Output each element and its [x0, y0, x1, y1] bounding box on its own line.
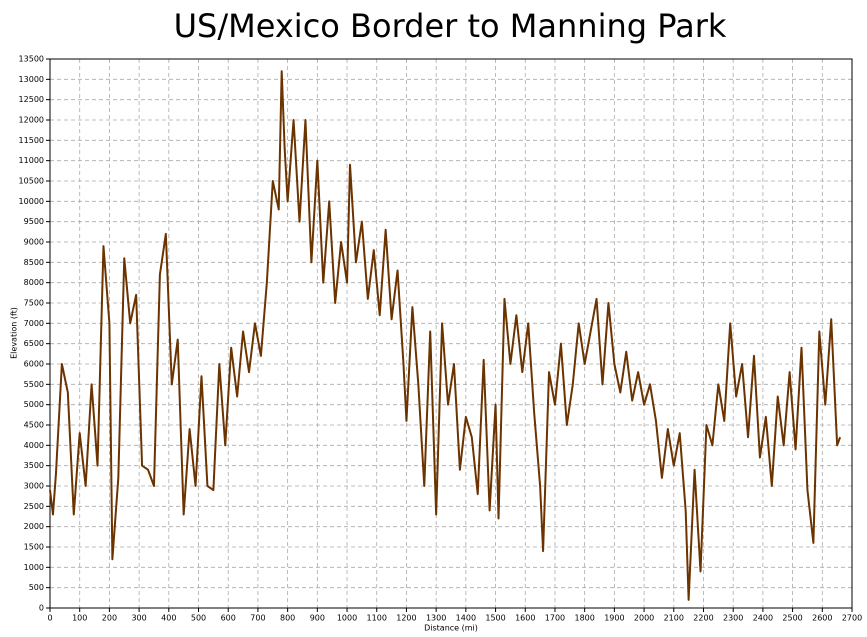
y-tick-label: 5500	[24, 380, 44, 389]
x-tick-label: 1700	[545, 614, 565, 623]
x-tick-label: 2400	[753, 614, 773, 623]
y-tick-label: 4000	[24, 441, 44, 450]
y-tick-label: 2000	[24, 522, 44, 531]
x-tick-label: 1200	[396, 614, 416, 623]
x-tick-label: 600	[221, 614, 236, 623]
x-tick-label: 1500	[485, 614, 505, 623]
y-tick-label: 7000	[24, 319, 44, 328]
x-tick-label: 700	[250, 614, 265, 623]
x-tick-label: 200	[102, 614, 117, 623]
x-tick-label: 1100	[367, 614, 387, 623]
x-tick-label: 1000	[337, 614, 357, 623]
y-tick-label: 8500	[24, 258, 44, 267]
x-tick-label: 800	[280, 614, 295, 623]
y-tick-label: 7500	[24, 299, 44, 308]
y-tick-label: 13500	[19, 55, 44, 64]
y-tick-label: 6500	[24, 339, 44, 348]
x-tick-label: 1300	[426, 614, 446, 623]
x-tick-label: 900	[310, 614, 325, 623]
y-tick-label: 5000	[24, 400, 44, 409]
x-tick-label: 1400	[456, 614, 476, 623]
y-tick-label: 12000	[19, 116, 44, 125]
x-tick-label: 2000	[634, 614, 654, 623]
x-tick-label: 1600	[515, 614, 535, 623]
chart-title: US/Mexico Border to Manning Park	[174, 7, 727, 45]
x-tick-label: 0	[47, 614, 52, 623]
y-tick-label: 1500	[24, 543, 44, 552]
x-tick-label: 1800	[574, 614, 594, 623]
y-tick-label: 10000	[19, 197, 44, 206]
x-tick-label: 2600	[812, 614, 832, 623]
y-tick-label: 12500	[19, 95, 44, 104]
x-tick-label: 2200	[693, 614, 713, 623]
x-tick-label: 100	[72, 614, 87, 623]
elevation-line	[49, 70, 842, 601]
y-tick-label: 2500	[24, 502, 44, 511]
y-tick-label: 3500	[24, 461, 44, 470]
y-tick-label: 0	[39, 604, 44, 613]
y-tick-label: 9500	[24, 217, 44, 226]
y-tick-label: 13000	[19, 75, 44, 84]
y-tick-label: 3000	[24, 482, 44, 491]
x-tick-label: 400	[161, 614, 176, 623]
plot-frame	[49, 58, 853, 609]
x-tick-label: 2300	[723, 614, 743, 623]
y-tick-label: 11500	[19, 136, 44, 145]
x-tick-label: 1900	[604, 614, 624, 623]
y-tick-label: 4500	[24, 421, 44, 430]
y-tick-label: 9000	[24, 238, 44, 247]
y-tick-label: 10500	[19, 177, 44, 186]
x-tick-label: 300	[131, 614, 146, 623]
x-axis-label: Distance (mi)	[424, 624, 478, 633]
x-tick-label: 500	[191, 614, 206, 623]
y-tick-label: 1000	[24, 563, 44, 572]
x-tick-label: 2100	[664, 614, 684, 623]
x-tick-label: 2500	[782, 614, 802, 623]
y-tick-label: 8000	[24, 278, 44, 287]
y-axis-label: Elevation (ft)	[10, 307, 19, 359]
y-tick-label: 11000	[19, 156, 44, 165]
y-tick-label: 6000	[24, 360, 44, 369]
x-tick-label: 2700	[842, 614, 862, 623]
y-tick-label: 500	[29, 583, 44, 592]
